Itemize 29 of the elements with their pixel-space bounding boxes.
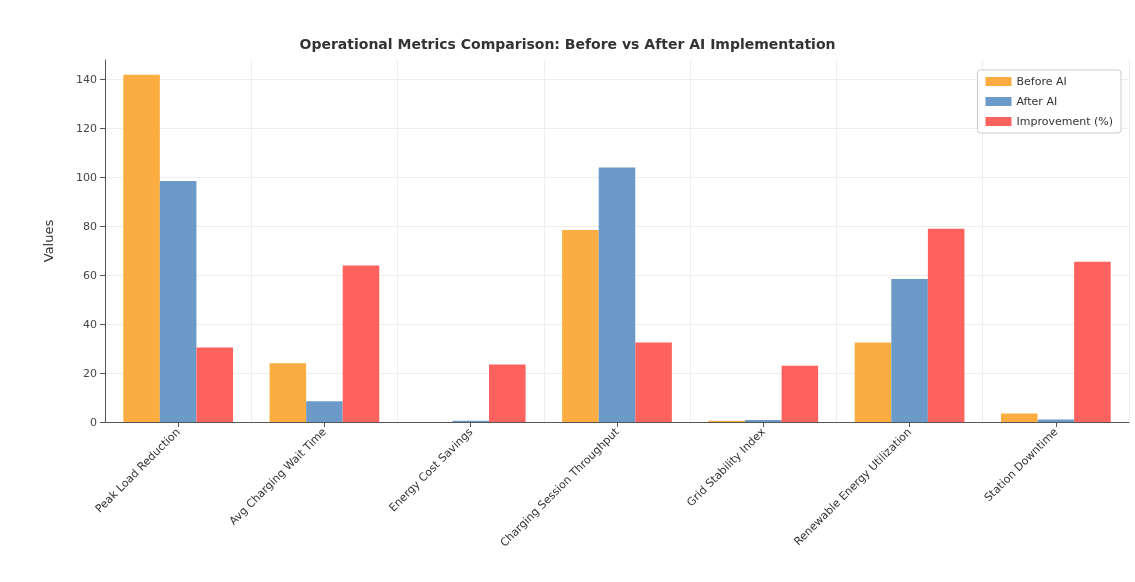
y-tick-label: 120 xyxy=(76,121,97,135)
y-tick-label: 40 xyxy=(83,317,97,331)
y-tick-label: 140 xyxy=(76,73,97,87)
bar xyxy=(489,364,526,422)
bar xyxy=(1074,261,1111,422)
bar xyxy=(781,365,819,422)
bar xyxy=(562,229,599,422)
legend-label: Before AI xyxy=(1016,75,1067,88)
y-axis-title: Values xyxy=(41,219,56,263)
bar xyxy=(1001,413,1038,422)
y-tick-label: 100 xyxy=(76,170,97,184)
bar xyxy=(123,74,160,422)
bar xyxy=(342,265,380,422)
bar xyxy=(159,181,197,422)
bar xyxy=(854,342,892,422)
legend-label: After AI xyxy=(1016,95,1058,108)
bar xyxy=(196,347,233,422)
y-tick-label: 0 xyxy=(90,415,97,429)
y-tick-label: 20 xyxy=(83,366,97,380)
bar xyxy=(598,167,636,422)
bar xyxy=(891,278,928,422)
bar xyxy=(927,228,965,422)
legend-label: Improvement (%) xyxy=(1016,115,1113,128)
bar xyxy=(635,342,672,422)
bar xyxy=(306,401,343,422)
bar xyxy=(269,363,307,422)
y-tick-label: 60 xyxy=(83,268,97,282)
y-tick-label: 80 xyxy=(83,219,97,233)
chart-title: Operational Metrics Comparison: Before vs After AI Implementation xyxy=(299,36,836,52)
